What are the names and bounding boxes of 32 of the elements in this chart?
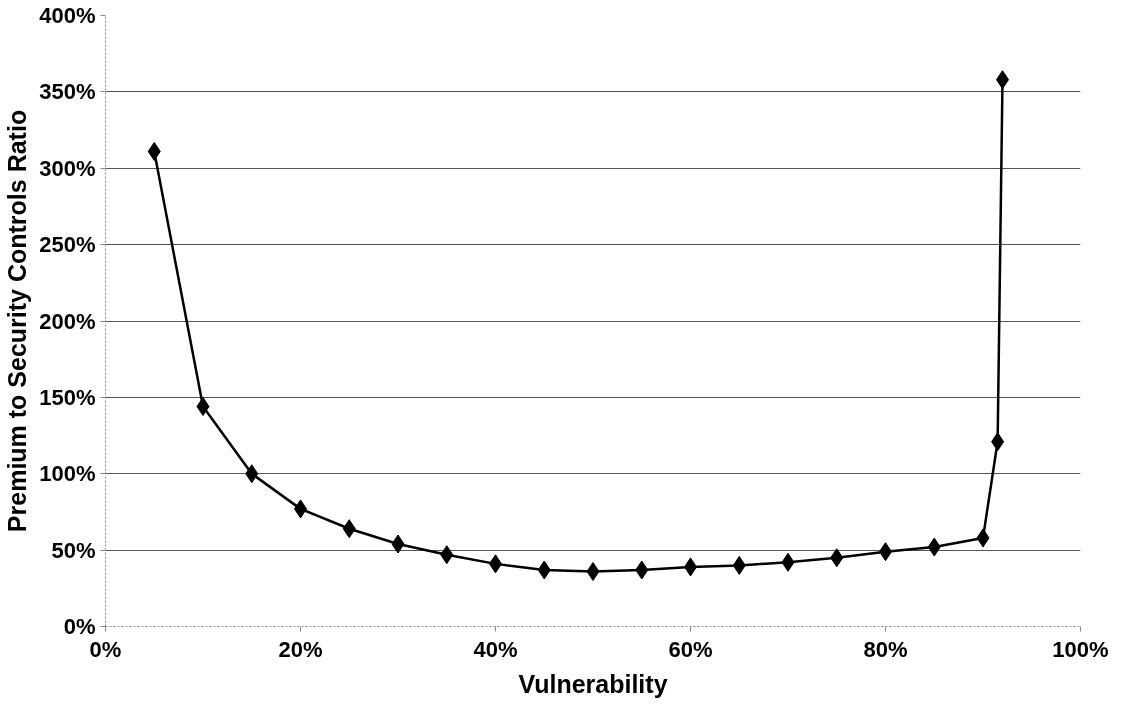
point <box>245 464 259 484</box>
point <box>635 560 649 580</box>
point <box>732 555 746 575</box>
y-tick-label: 200% <box>39 308 96 334</box>
y-axis-title: Premium to Security Controls Ratio <box>3 109 32 533</box>
point <box>781 552 795 572</box>
y-tick-label: 150% <box>39 384 96 410</box>
point <box>830 548 844 568</box>
x-tick-label: 60% <box>668 636 713 662</box>
x-tick-label: 100% <box>1052 636 1109 662</box>
x-tick-label: 20% <box>278 636 323 662</box>
y-tick-label: 400% <box>39 3 96 28</box>
point <box>537 560 551 580</box>
y-tick-label: 250% <box>39 232 96 258</box>
point <box>342 519 356 539</box>
x-tick-label: 80% <box>863 636 908 662</box>
point <box>391 534 405 554</box>
y-tick-label: 350% <box>39 79 96 105</box>
x-tick-label: 40% <box>473 636 518 662</box>
x-tick-label: 0% <box>89 636 122 662</box>
y-tick-label: 50% <box>51 537 96 563</box>
y-tick-label: 100% <box>39 461 96 487</box>
y-tick-label: 300% <box>39 155 96 181</box>
y-tick-label: 0% <box>63 614 96 639</box>
point <box>147 141 161 161</box>
point <box>927 537 941 557</box>
point <box>976 528 990 548</box>
point <box>586 562 600 582</box>
point <box>991 432 1005 452</box>
point <box>196 397 210 417</box>
x-axis-title: Vulnerability <box>518 669 668 698</box>
point <box>440 545 454 565</box>
